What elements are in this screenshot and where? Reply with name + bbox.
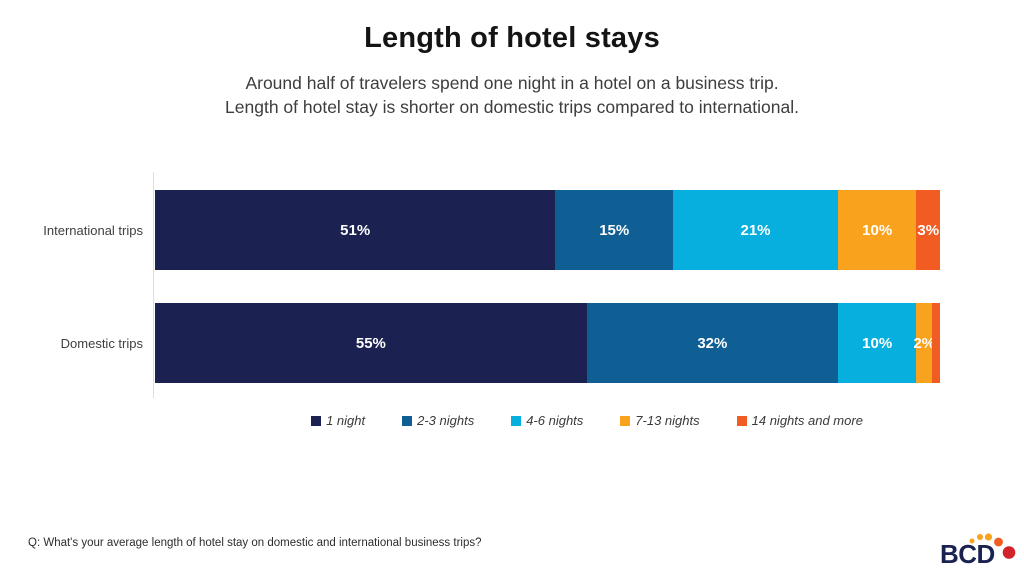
data-label: 51% (340, 221, 371, 239)
bar-segment (932, 303, 940, 383)
logo-dot-3-icon (984, 533, 993, 541)
legend-label: 14 nights and more (751, 413, 863, 428)
chart-legend: 1 night 2-3 nights 4-6 nights 7-13 nights 14… (150, 413, 1024, 428)
legend-swatch-icon (311, 415, 322, 426)
legend-label: 2-3 nights (417, 413, 475, 428)
logo-dot-5-icon (1002, 546, 1016, 559)
logo-dot-4-icon (994, 537, 1003, 547)
bar-segment: 10% (837, 190, 917, 270)
bar-segment: 51% (155, 190, 556, 270)
legend-item: 7-13 nights (620, 413, 700, 428)
stacked-bar: 55% 32% 10% 2% (155, 303, 940, 383)
chart-row: International trips 51% 15% 21% 10% 3% (0, 190, 940, 270)
data-label: 15% (599, 221, 630, 239)
legend-item: 14 nights and more (736, 413, 863, 428)
y-axis-line (153, 172, 154, 398)
legend-swatch-icon (511, 415, 522, 426)
bar-segment: 15% (555, 190, 674, 270)
data-label: 21% (740, 221, 771, 239)
data-label: 32% (697, 334, 728, 352)
legend-item: 1 night (311, 413, 365, 428)
chart-row: Domestic trips 55% 32% 10% 2% (0, 303, 940, 383)
logo-dot-2-icon (977, 534, 983, 540)
legend-item: 4-6 nights (511, 413, 583, 428)
bar-segment: 3% (916, 190, 940, 270)
data-label: 55% (355, 334, 386, 352)
legend-label: 1 night (326, 413, 366, 428)
data-label: 10% (862, 221, 893, 239)
logo-text: BCD (940, 539, 995, 569)
bar-segment: 10% (837, 303, 917, 383)
subtitle-line-1: Around half of travelers spend one night… (245, 73, 779, 93)
bar-segment: 55% (155, 303, 587, 383)
legend-label: 4-6 nights (526, 413, 584, 428)
bcd-logo: BCD (938, 527, 1022, 571)
bar-segment: 21% (673, 190, 838, 270)
data-label: 10% (862, 334, 893, 352)
page-title: Length of hotel stays (364, 22, 660, 54)
category-label: Domestic trips (60, 335, 143, 351)
stacked-bar: 51% 15% 21% 10% 3% (155, 190, 940, 270)
bar-segment: 2% (913, 303, 936, 383)
data-label: 2% (913, 334, 936, 352)
legend-label: 7-13 nights (635, 413, 700, 428)
legend-swatch-icon (402, 415, 413, 426)
legend-swatch-icon (736, 415, 747, 426)
stacked-bar-chart: International trips 51% 15% 21% 10% 3% Domesti… (0, 170, 940, 398)
category-label: International trips (43, 222, 143, 238)
legend-swatch-icon (620, 415, 631, 426)
legend-item: 2-3 nights (402, 413, 474, 428)
chart-subtitle: Around half of travelers spend one night… (0, 71, 1024, 119)
subtitle-line-2: Length of hotel stay is shorter on domes… (225, 97, 799, 117)
data-label: 3% (917, 221, 940, 239)
bar-segment: 32% (586, 303, 838, 383)
logo-dot-1-icon (969, 538, 975, 544)
chart-rows: International trips 51% 15% 21% 10% 3% Domesti… (0, 190, 940, 383)
footnote: Q: What's your average length of hotel s… (28, 537, 482, 549)
